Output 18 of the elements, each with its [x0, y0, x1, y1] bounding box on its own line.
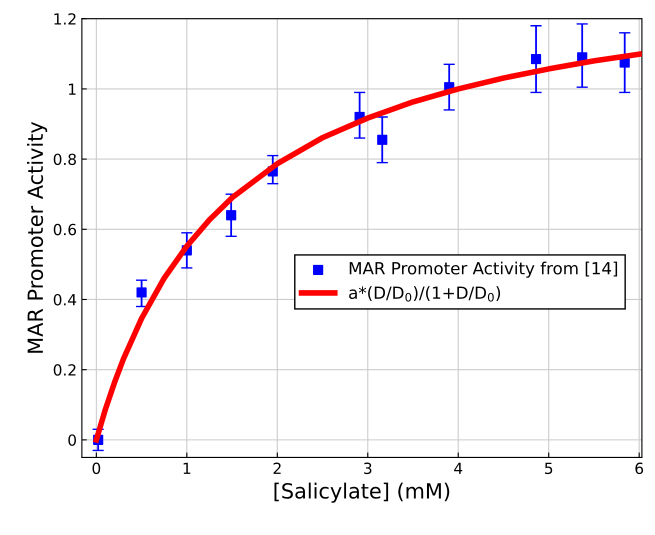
- y-tick-label: 0.8: [54, 154, 76, 166]
- x-tick-label: 1: [184, 462, 190, 474]
- x-tick-label: 5: [545, 462, 552, 474]
- x-tick-label: 2: [274, 462, 281, 474]
- y-tick-label: 0: [68, 434, 76, 446]
- y-tick-label: 0.2: [54, 364, 76, 376]
- x-tick-label: 0: [92, 462, 100, 474]
- y-tick-label: 0.4: [54, 294, 76, 306]
- legend-label: a*(D/D$_{0}$)/(1+D/D$_{0}$): [349, 286, 500, 302]
- x-tick-label: 3: [364, 462, 372, 474]
- legend-label: MAR Promoter Activity from [14]: [350, 262, 618, 278]
- x-tick-label: 4: [454, 462, 462, 474]
- x-axis-title: [Salicylate] (mM): [274, 482, 450, 503]
- y-axis-title: MAR Promoter Activity: [27, 122, 48, 353]
- x-tick-label: 6: [635, 462, 644, 474]
- y-tick-label: 1: [68, 84, 76, 95]
- y-tick-label: 1.2: [54, 13, 76, 25]
- y-tick-label: 0.6: [54, 224, 76, 236]
